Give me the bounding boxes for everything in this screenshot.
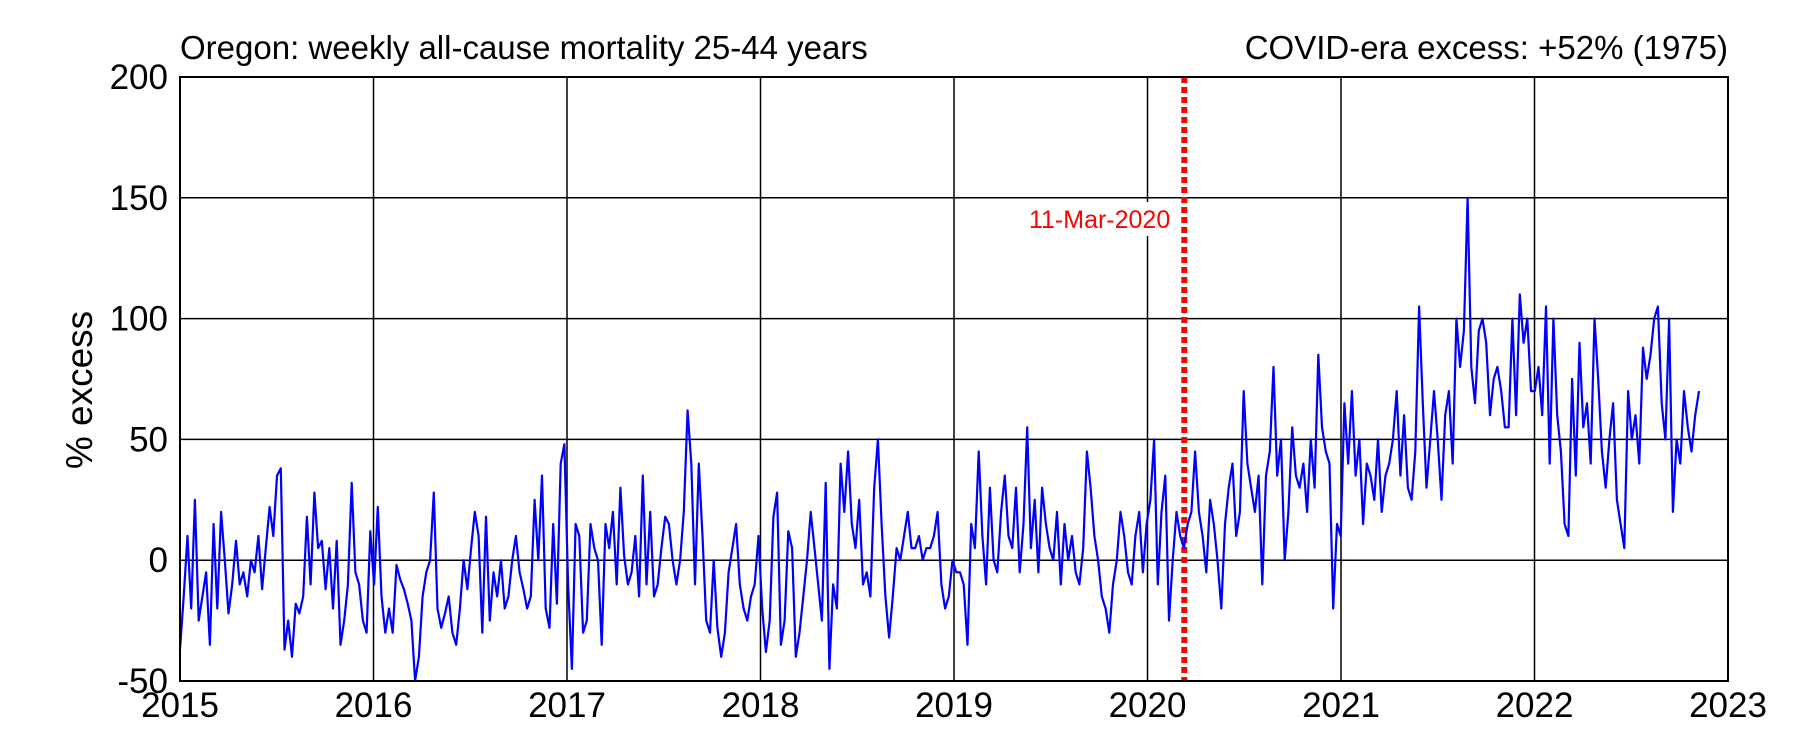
grid-layer bbox=[180, 77, 1728, 681]
x-tick-label: 2015 bbox=[141, 686, 219, 725]
tick-layer: 2015 2016 2017 2018 2019 2020 2021 2022 2023 200 1… bbox=[110, 58, 1767, 725]
x-tick-label: 2016 bbox=[335, 686, 413, 725]
x-tick-label: 2019 bbox=[915, 686, 993, 725]
y-tick-label: -50 bbox=[117, 662, 168, 701]
marker-layer: 11-Mar-2020 bbox=[1020, 77, 1188, 681]
series-layer bbox=[178, 196, 1701, 683]
y-tick-label: 150 bbox=[110, 179, 168, 218]
y-tick-label: 0 bbox=[149, 541, 168, 580]
x-tick-label: 2020 bbox=[1109, 686, 1187, 725]
y-tick-label: 50 bbox=[129, 420, 168, 459]
plot-frame bbox=[179, 76, 1729, 682]
x-tick-label: 2018 bbox=[722, 686, 800, 725]
y-tick-label: 200 bbox=[110, 58, 168, 97]
x-tick-label: 2023 bbox=[1689, 686, 1767, 725]
x-tick-label: 2021 bbox=[1302, 686, 1380, 725]
chart-title: Oregon: weekly all-cause mortality 25-44… bbox=[180, 29, 868, 66]
x-tick-label: 2017 bbox=[528, 686, 606, 725]
marker-label: 11-Mar-2020 bbox=[1029, 206, 1170, 234]
chart-subtitle: COVID-era excess: +52% (1975) bbox=[1245, 29, 1728, 66]
y-tick-label: 100 bbox=[110, 300, 168, 339]
marker-label-background bbox=[1020, 202, 1171, 236]
series-line bbox=[178, 196, 1701, 683]
y-axis-label: % excess bbox=[59, 311, 100, 469]
x-tick-label: 2022 bbox=[1496, 686, 1574, 725]
